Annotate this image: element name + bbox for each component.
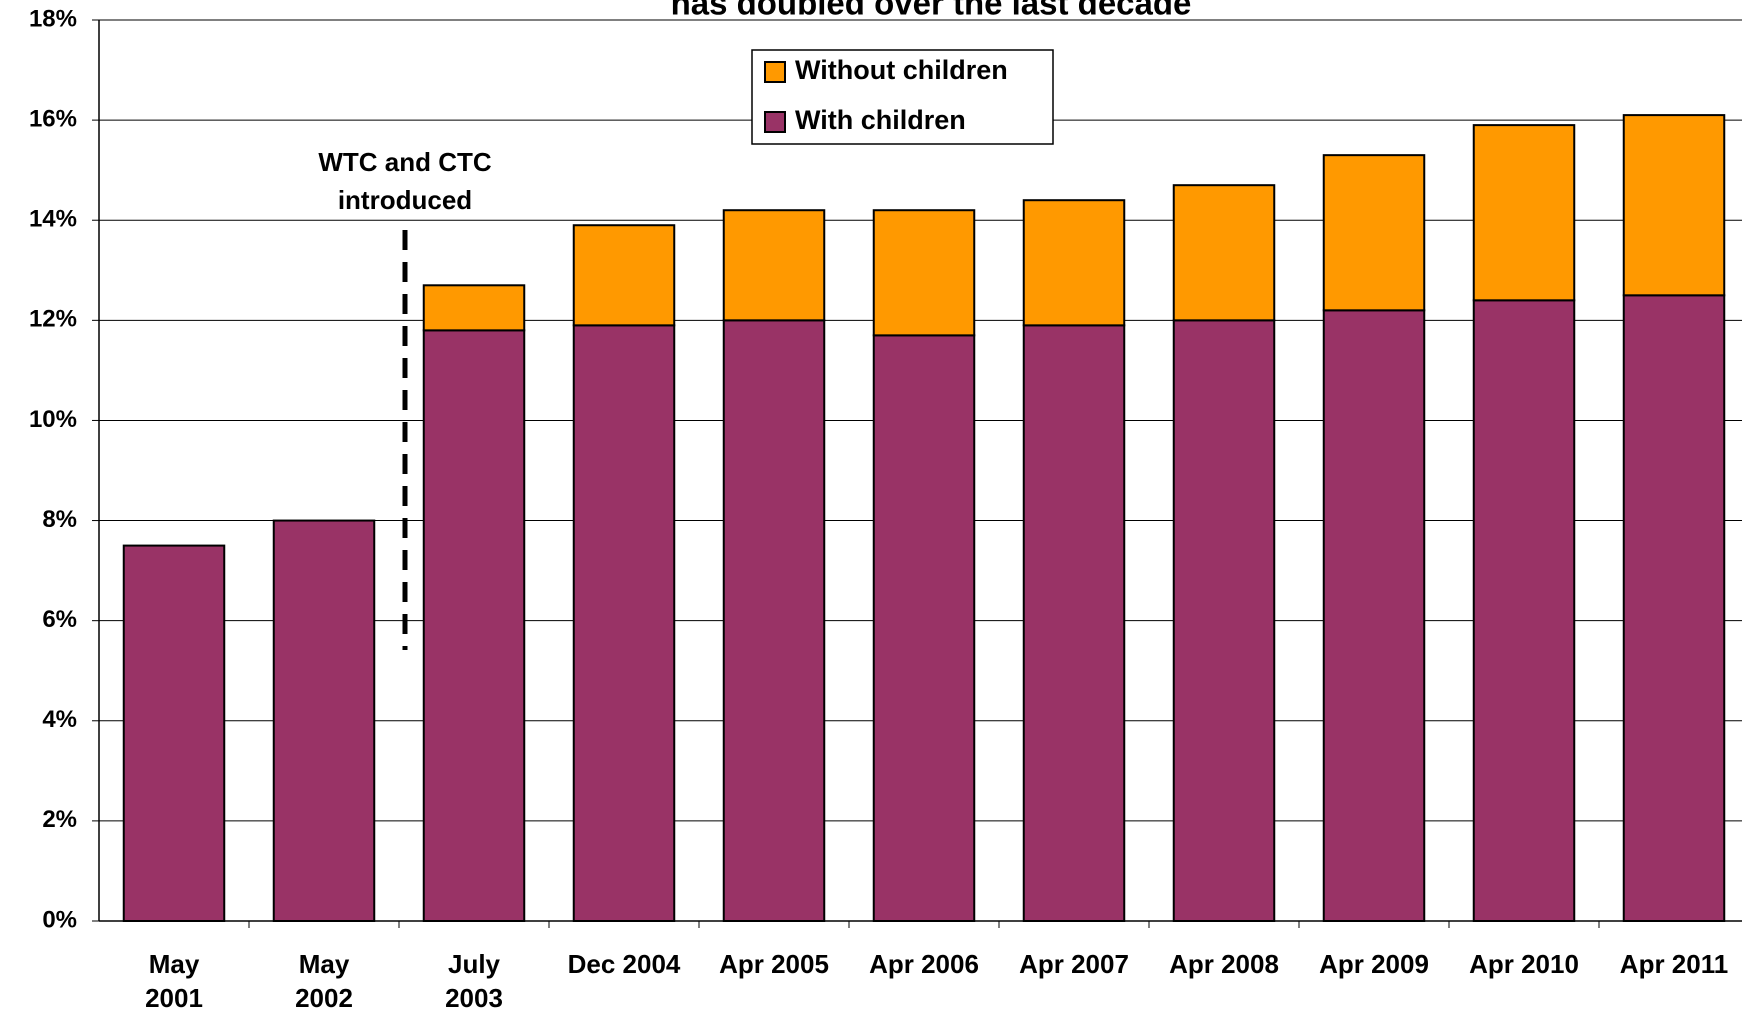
legend-swatch (764, 61, 786, 83)
bar-segment (422, 329, 526, 923)
legend-label: Without children (795, 55, 1008, 85)
y-tick-label: 12% (29, 306, 77, 333)
bar-segment (422, 284, 526, 332)
bar-segment (122, 544, 226, 922)
legend: Without children With children (751, 49, 1054, 145)
bar-segment (1472, 124, 1576, 302)
legend-label: With children (795, 105, 966, 135)
x-tick-label: Apr 2006 (869, 949, 979, 979)
x-tick-label: May 2002 (295, 949, 353, 1013)
bar-segment (1322, 309, 1426, 923)
x-tick-label: Apr 2011 (1619, 949, 1729, 979)
bar-segment (1622, 114, 1726, 297)
bar-segment (572, 324, 676, 923)
y-tick-label: 2% (42, 806, 77, 833)
y-tick-label: 8% (42, 506, 77, 533)
bar-segment (1022, 199, 1126, 327)
bar-segment (1622, 294, 1726, 922)
x-tick-label: Apr 2007 (1019, 949, 1129, 979)
x-tick-label: July 2003 (445, 949, 503, 1013)
x-tick-label: Apr 2005 (719, 949, 829, 979)
x-tick-label: Apr 2010 (1469, 949, 1579, 979)
y-tick-label: 18% (29, 5, 77, 32)
x-tick-label: Apr 2008 (1169, 949, 1279, 979)
bar-segment (1172, 184, 1276, 322)
legend-swatch (764, 111, 786, 133)
bar-segment (1022, 324, 1126, 923)
chart-title: has doubled over the last decade (671, 0, 1192, 22)
y-tick-label: 4% (42, 706, 77, 733)
y-tick-label: 0% (42, 906, 77, 933)
x-tick-label: Apr 2009 (1319, 949, 1429, 979)
bar-segment (1322, 154, 1426, 312)
y-tick-label: 14% (29, 206, 77, 233)
bar-segment (1172, 319, 1276, 923)
annotation: WTC and CTC introduced (318, 147, 492, 215)
bar-segment (872, 209, 976, 337)
y-tick-label: 16% (29, 105, 77, 132)
bar-segment (272, 519, 376, 922)
bar-segment (722, 319, 826, 923)
bar-segment (722, 209, 826, 322)
y-tick-label: 10% (29, 406, 77, 433)
bar-segment (872, 334, 976, 923)
x-tick-label: Dec 2004 (567, 949, 681, 979)
y-tick-label: 6% (42, 606, 77, 633)
bar-segment (1472, 299, 1576, 922)
bar-segment (572, 224, 676, 327)
legend-box (751, 49, 1054, 145)
x-tick-label: May 2001 (145, 949, 203, 1013)
